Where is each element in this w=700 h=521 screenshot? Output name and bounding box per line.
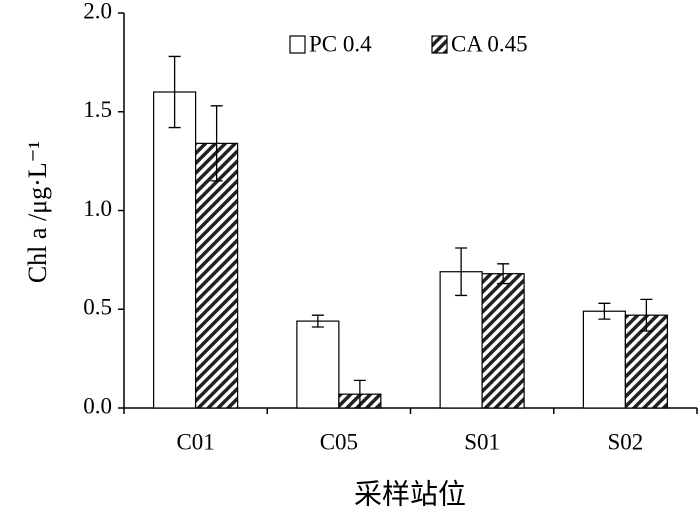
legend-label: PC 0.4 — [309, 31, 372, 56]
bar — [296, 320, 340, 409]
legend-swatch — [289, 35, 306, 54]
bar — [481, 273, 525, 409]
legend-label: CA 0.45 — [451, 31, 528, 56]
error-bar — [640, 298, 653, 332]
error-bar — [311, 314, 324, 328]
y-tick-label: 1.5 — [83, 97, 112, 122]
x-tick-label: C01 — [176, 429, 214, 454]
bar — [195, 142, 239, 409]
x-tick-label: S01 — [464, 429, 500, 454]
y-tick-label: 2.0 — [83, 0, 112, 23]
y-tick-label: 0.5 — [83, 295, 112, 320]
bar — [153, 91, 197, 409]
error-bar — [353, 379, 366, 409]
x-axis-label: 采样站位 — [354, 478, 466, 510]
legend-swatch — [431, 35, 448, 54]
x-tick-label: S02 — [607, 429, 643, 454]
y-tick-label: 1.0 — [83, 196, 112, 221]
bar — [624, 314, 668, 409]
error-bar — [497, 263, 510, 285]
error-bar — [455, 247, 468, 297]
y-tick-label: 0.0 — [83, 393, 112, 418]
error-bar — [210, 105, 223, 182]
x-tick-label: C05 — [320, 429, 358, 454]
error-bar — [168, 55, 181, 129]
error-bar — [598, 302, 611, 320]
y-axis-label: Chl a /μg·L⁻¹ — [23, 141, 52, 283]
bar — [582, 310, 626, 409]
